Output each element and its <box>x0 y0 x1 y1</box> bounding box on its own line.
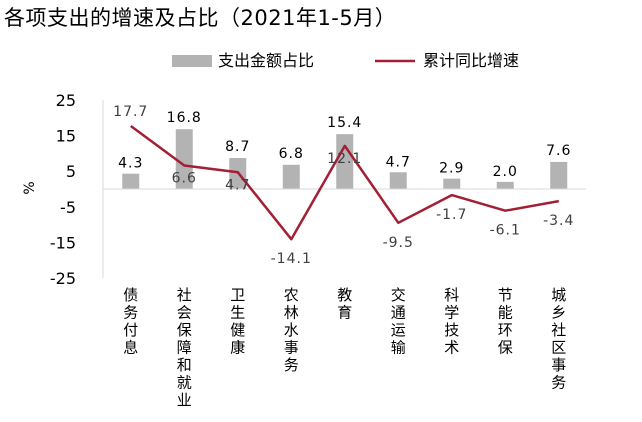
bar <box>550 161 568 189</box>
category-label: 社会保障和就业 <box>177 286 192 409</box>
bar-value-label: 8.7 <box>225 139 250 155</box>
legend-bar-label: 支出金额占比 <box>218 51 314 70</box>
bar-value-label: 15.4 <box>327 115 362 131</box>
y-axis-label: % <box>22 181 38 194</box>
line-value-label: -14.1 <box>271 251 312 267</box>
bar <box>175 129 193 189</box>
line-value-label: -3.4 <box>543 213 574 229</box>
y-tick-label: 15 <box>56 127 76 146</box>
legend-line-label: 累计同比增速 <box>423 51 519 70</box>
chart-title: 各项支出的增速及占比（2021年1-5月） <box>4 6 397 30</box>
line-value-label: 4.7 <box>225 177 250 193</box>
y-tick-label: -25 <box>50 269 76 288</box>
bar <box>122 173 140 189</box>
category-label: 节能环保 <box>498 286 513 357</box>
bar-value-label: 16.8 <box>167 110 202 126</box>
line-value-label: -1.7 <box>436 207 467 223</box>
bar-value-label: 6.8 <box>279 146 304 162</box>
bar-value-label: 4.7 <box>386 154 411 170</box>
category-label: 农林水事务 <box>284 286 299 374</box>
bar-value-label: 7.6 <box>546 143 571 159</box>
bar-value-label: 2.0 <box>493 164 518 180</box>
growth-line <box>130 124 560 241</box>
category-label: 科学技术 <box>444 286 459 357</box>
bar <box>443 178 461 189</box>
category-label: 教育 <box>337 286 352 322</box>
bar <box>496 181 514 189</box>
line-value-label: 12.1 <box>327 151 362 167</box>
line-value-label: -6.1 <box>490 223 521 239</box>
bar <box>282 164 300 189</box>
line-value-label: -9.5 <box>383 235 414 251</box>
bar-value-label: 4.3 <box>118 156 143 172</box>
bar <box>336 134 354 189</box>
bar <box>389 172 407 189</box>
line-value-label: 6.6 <box>172 171 197 187</box>
category-label: 城乡社区事务 <box>551 286 566 392</box>
bar-value-label: 2.9 <box>439 161 464 177</box>
y-tick-label: 25 <box>56 91 76 110</box>
category-label: 交通运输 <box>391 286 406 357</box>
y-tick-label: -15 <box>50 233 76 252</box>
category-label: 卫生健康 <box>230 286 245 357</box>
y-tick-label: -5 <box>60 198 76 217</box>
y-tick-label: 5 <box>66 162 76 181</box>
line-value-label: 17.7 <box>113 104 148 120</box>
category-label: 债务付息 <box>123 286 138 357</box>
legend-bar-swatch <box>172 55 212 67</box>
